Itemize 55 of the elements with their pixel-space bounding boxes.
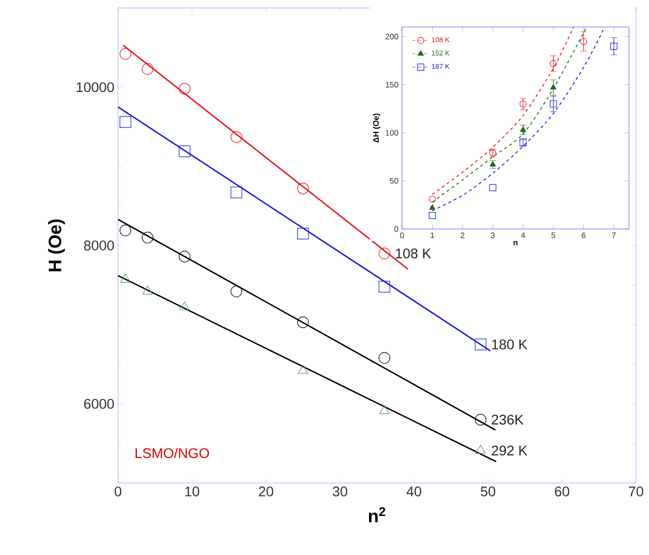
x-axis-title: n$^{2}$ <box>368 507 386 522</box>
point <box>580 38 588 45</box>
point <box>476 444 486 454</box>
point <box>230 286 242 298</box>
point <box>297 228 309 240</box>
point <box>520 100 527 108</box>
point <box>378 248 390 260</box>
point <box>142 232 154 244</box>
x-tick-label: 10 <box>185 486 200 496</box>
point <box>120 116 132 128</box>
point <box>142 63 154 75</box>
point <box>180 301 190 310</box>
point <box>298 364 308 374</box>
point <box>120 274 130 283</box>
x-tick-label: 60 <box>554 486 570 496</box>
point <box>120 48 132 60</box>
point <box>378 280 390 292</box>
series-label: 292 K <box>492 446 528 456</box>
point <box>489 184 496 192</box>
point <box>520 126 526 132</box>
point <box>178 146 190 158</box>
series-label: 108 K <box>396 248 432 258</box>
point <box>178 82 190 95</box>
x-tick-label: 30 <box>332 486 348 496</box>
point <box>474 414 486 426</box>
x-tick-label: 0 <box>114 486 122 496</box>
point <box>297 316 309 328</box>
point <box>429 204 436 210</box>
x-tick-label: 20 <box>258 486 274 496</box>
point <box>379 405 390 414</box>
point <box>178 250 190 262</box>
point <box>378 352 390 364</box>
point <box>550 84 556 90</box>
point <box>230 186 242 198</box>
series-label: 236K <box>492 414 524 425</box>
point <box>428 212 436 220</box>
x-tick-label: 70 <box>628 486 644 496</box>
point <box>428 196 436 203</box>
point <box>550 100 557 108</box>
point <box>230 131 242 143</box>
series-label: 180 K <box>492 340 528 350</box>
point <box>474 338 486 350</box>
point <box>120 224 132 236</box>
y-tick-label: 6000 <box>84 398 114 409</box>
y-tick-label: 8000 <box>84 240 114 250</box>
point <box>297 182 309 194</box>
y-axis-title: H (Oe) <box>48 220 65 272</box>
point <box>610 42 618 50</box>
point <box>490 161 496 166</box>
y-tick-label: 10000 <box>76 82 114 92</box>
x-tick-label: 50 <box>480 486 496 496</box>
point <box>550 60 557 68</box>
annotation: LSMO/NGO <box>136 448 209 458</box>
x-tick-label: 40 <box>406 486 422 496</box>
point <box>142 286 153 294</box>
